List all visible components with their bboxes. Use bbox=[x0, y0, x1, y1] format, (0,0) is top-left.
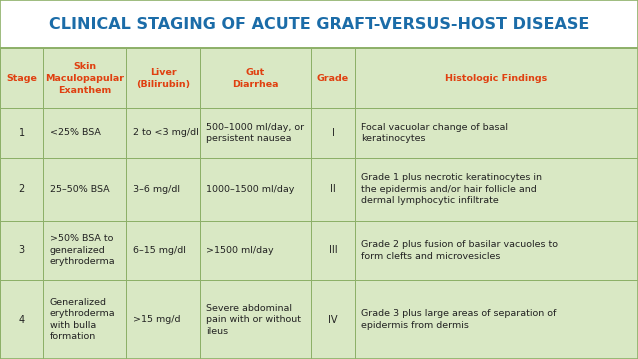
Bar bbox=[355, 158, 638, 221]
Bar bbox=[126, 108, 200, 158]
Text: Grade 2 plus fusion of basilar vacuoles to
form clefts and microvesicles: Grade 2 plus fusion of basilar vacuoles … bbox=[361, 240, 558, 261]
Bar bbox=[0, 48, 43, 108]
Text: CLINICAL STAGING OF ACUTE GRAFT-VERSUS-HOST DISEASE: CLINICAL STAGING OF ACUTE GRAFT-VERSUS-H… bbox=[49, 17, 589, 32]
Text: >1500 ml/day: >1500 ml/day bbox=[206, 246, 274, 255]
Text: Histologic Findings: Histologic Findings bbox=[445, 74, 547, 83]
Bar bbox=[200, 48, 311, 108]
Text: Gut
Diarrhea: Gut Diarrhea bbox=[232, 68, 279, 89]
Bar bbox=[355, 48, 638, 108]
Text: 6–15 mg/dl: 6–15 mg/dl bbox=[133, 246, 186, 255]
Text: 1: 1 bbox=[19, 128, 25, 138]
Text: Severe abdominal
pain with or without
ileus: Severe abdominal pain with or without il… bbox=[206, 304, 301, 336]
Bar bbox=[126, 48, 200, 108]
Text: IV: IV bbox=[329, 314, 338, 325]
Text: >15 mg/d: >15 mg/d bbox=[133, 315, 180, 324]
Bar bbox=[355, 280, 638, 359]
Bar bbox=[311, 48, 355, 108]
Text: 3: 3 bbox=[19, 246, 25, 255]
Bar bbox=[0, 158, 43, 221]
Bar bbox=[43, 280, 126, 359]
Bar bbox=[43, 108, 126, 158]
Bar bbox=[311, 158, 355, 221]
Text: Focal vacuolar change of basal
keratinocytes: Focal vacuolar change of basal keratinoc… bbox=[361, 123, 508, 143]
Bar bbox=[0, 280, 43, 359]
Text: <25% BSA: <25% BSA bbox=[50, 129, 101, 137]
Bar bbox=[126, 158, 200, 221]
Bar bbox=[43, 221, 126, 280]
Bar bbox=[0, 0, 638, 48]
Text: >50% BSA to
generalized
erythroderma: >50% BSA to generalized erythroderma bbox=[50, 234, 115, 266]
Text: 500–1000 ml/day, or
persistent nausea: 500–1000 ml/day, or persistent nausea bbox=[206, 123, 304, 143]
Bar bbox=[311, 108, 355, 158]
Text: Grade: Grade bbox=[317, 74, 349, 83]
Text: I: I bbox=[332, 128, 334, 138]
Text: 2 to <3 mg/dl: 2 to <3 mg/dl bbox=[133, 129, 198, 137]
Bar bbox=[200, 221, 311, 280]
Bar bbox=[0, 48, 638, 359]
Bar bbox=[126, 280, 200, 359]
Text: Generalized
erythroderma
with bulla
formation: Generalized erythroderma with bulla form… bbox=[50, 298, 115, 341]
Text: Stage: Stage bbox=[6, 74, 37, 83]
Text: II: II bbox=[330, 184, 336, 194]
Bar bbox=[355, 108, 638, 158]
Bar bbox=[200, 280, 311, 359]
Text: 2: 2 bbox=[19, 184, 25, 194]
Text: 4: 4 bbox=[19, 314, 25, 325]
Text: 3–6 mg/dl: 3–6 mg/dl bbox=[133, 185, 180, 194]
Text: Grade 3 plus large areas of separation of
epidermis from dermis: Grade 3 plus large areas of separation o… bbox=[361, 309, 556, 330]
Bar bbox=[43, 158, 126, 221]
Bar bbox=[311, 280, 355, 359]
Bar bbox=[43, 48, 126, 108]
Bar bbox=[0, 108, 43, 158]
Text: Skin
Maculopapular
Exanthem: Skin Maculopapular Exanthem bbox=[45, 62, 124, 94]
Bar bbox=[0, 221, 43, 280]
Text: Liver
(Bilirubin): Liver (Bilirubin) bbox=[136, 68, 190, 89]
Text: 25–50% BSA: 25–50% BSA bbox=[50, 185, 109, 194]
Bar bbox=[355, 221, 638, 280]
Text: Grade 1 plus necrotic keratinocytes in
the epidermis and/or hair follicle and
de: Grade 1 plus necrotic keratinocytes in t… bbox=[361, 173, 542, 205]
Text: III: III bbox=[329, 246, 338, 255]
Bar bbox=[200, 158, 311, 221]
Bar bbox=[126, 221, 200, 280]
Bar bbox=[200, 108, 311, 158]
Text: 1000–1500 ml/day: 1000–1500 ml/day bbox=[206, 185, 295, 194]
Bar bbox=[311, 221, 355, 280]
